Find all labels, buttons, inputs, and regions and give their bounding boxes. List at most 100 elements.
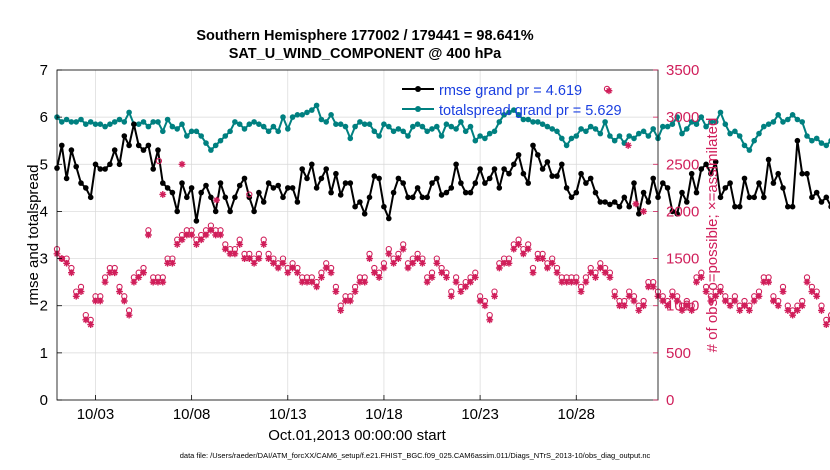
- rmse-point: [698, 166, 705, 172]
- obs-assimilated-point: [202, 231, 210, 239]
- totalspread-point: [198, 133, 204, 139]
- rmse-point: [741, 175, 748, 182]
- obs-assimilated-point: [409, 259, 417, 267]
- obs-assimilated-point: [673, 297, 681, 305]
- rmse-point: [621, 194, 628, 201]
- chart-title-line2: SAT_U_WIND_COMPONENT @ 400 hPa: [229, 46, 502, 62]
- obs-assimilated-point: [250, 259, 258, 267]
- y-tick-label: 1: [40, 345, 48, 362]
- obs-assimilated-point: [289, 264, 296, 272]
- totalspread-point: [203, 140, 209, 146]
- totalspread-point: [227, 128, 233, 135]
- legend-rmse-label: rmse grand pr = 4.619: [439, 83, 582, 99]
- rmse-point: [285, 185, 291, 191]
- totalspread-point: [222, 133, 229, 139]
- rmse-point: [107, 161, 113, 168]
- obs-assimilated-point: [361, 278, 369, 286]
- rmse-point: [198, 189, 204, 196]
- totalspread-point: [780, 119, 786, 125]
- y-right-tick-label: 2500: [666, 156, 699, 173]
- totalspread-point: [804, 133, 810, 139]
- totalspread-point: [496, 119, 503, 125]
- obs-assimilated-point: [149, 278, 157, 286]
- obs-assimilated-point: [721, 297, 729, 305]
- obs-assimilated-point: [500, 259, 508, 267]
- rmse-point: [616, 203, 623, 210]
- totalspread-point: [693, 121, 700, 127]
- totalspread-point: [434, 123, 440, 130]
- y-right-tick-label: 500: [666, 345, 691, 362]
- rmse-point: [371, 173, 378, 179]
- obs-assimilated-point: [462, 283, 470, 291]
- chart-title-line1: Southern Hemisphere 177002 / 179441 = 98…: [196, 28, 533, 44]
- rmse-point: [260, 199, 267, 205]
- totalspread-point: [602, 119, 608, 125]
- rmse-point: [520, 170, 527, 177]
- obs-count-series: [53, 85, 830, 328]
- totalspread-point: [458, 119, 464, 125]
- obs-assimilated-point: [553, 269, 561, 277]
- obs-assimilated-point: [688, 307, 696, 314]
- rmse-point: [227, 208, 233, 215]
- totalspread-point: [193, 128, 200, 135]
- rmse-point: [809, 194, 815, 201]
- obs-assimilated-point: [241, 255, 248, 262]
- rmse-point: [573, 189, 580, 196]
- obs-assimilated-point: [452, 278, 460, 286]
- totalspread-point: [674, 114, 680, 120]
- x-tick-label: 10/28: [557, 406, 595, 423]
- totalspread-point: [799, 119, 805, 125]
- rmse-point: [429, 180, 435, 186]
- obs-assimilated-point: [298, 278, 306, 286]
- obs-assimilated-point: [765, 278, 772, 286]
- totalspread-point: [410, 123, 416, 130]
- rmse-point: [352, 203, 358, 210]
- obs-assimilated-point: [318, 274, 325, 281]
- rmse-point: [208, 194, 214, 201]
- rmse-point: [607, 201, 613, 208]
- obs-possible-point: [155, 157, 163, 165]
- rmse-point: [116, 161, 123, 168]
- obs-assimilated-point: [707, 297, 715, 305]
- y-tick-label: 4: [40, 203, 48, 220]
- totalspread-point: [357, 119, 363, 125]
- rmse-point: [318, 175, 325, 182]
- obs-assimilated-point: [572, 278, 580, 286]
- rmse-point: [150, 166, 156, 172]
- totalspread-point: [174, 126, 180, 132]
- totalspread-point: [260, 123, 267, 130]
- rmse-point: [799, 170, 805, 177]
- totalspread-point: [708, 119, 714, 125]
- obs-assimilated-point: [394, 255, 402, 262]
- rmse-point: [549, 173, 555, 179]
- rmse-point: [756, 180, 762, 186]
- rmse-point: [169, 189, 176, 196]
- totalspread-point: [251, 119, 257, 125]
- totalspread-point: [626, 133, 632, 139]
- rmse-point: [611, 199, 618, 205]
- rmse-point: [179, 180, 185, 186]
- totalspread-point: [616, 133, 623, 139]
- rmse-point: [559, 161, 565, 168]
- totalspread-point: [515, 112, 522, 118]
- rmse-point: [813, 189, 820, 196]
- y-right-tick-label: 2000: [666, 203, 699, 220]
- totalspread-point: [265, 128, 272, 135]
- totalspread-point: [501, 112, 507, 118]
- rmse-point: [405, 194, 411, 201]
- rmse-point: [761, 194, 767, 201]
- rmse-point: [438, 192, 445, 198]
- rmse-point: [126, 142, 132, 149]
- totalspread-point: [145, 123, 152, 130]
- obs-assimilated-point: [755, 292, 763, 300]
- rmse-point: [97, 166, 104, 172]
- rmse-point: [59, 142, 65, 149]
- totalspread-point: [486, 130, 493, 137]
- obs-assimilated-point: [294, 269, 301, 277]
- rmse-point: [789, 203, 796, 210]
- totalspread-point: [164, 116, 171, 123]
- obs-assimilated-point: [68, 269, 75, 277]
- totalspread-point: [669, 121, 676, 127]
- totalspread-point: [275, 128, 282, 135]
- totalspread-point: [256, 121, 262, 127]
